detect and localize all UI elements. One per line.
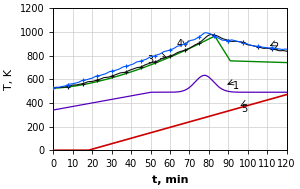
Text: 5: 5 — [241, 104, 247, 114]
Text: 3: 3 — [148, 55, 154, 65]
Text: 2: 2 — [272, 43, 278, 53]
X-axis label: t, min: t, min — [152, 175, 188, 185]
Text: 1: 1 — [233, 81, 239, 91]
Y-axis label: T, K: T, K — [4, 69, 14, 90]
Text: 4: 4 — [177, 39, 183, 49]
